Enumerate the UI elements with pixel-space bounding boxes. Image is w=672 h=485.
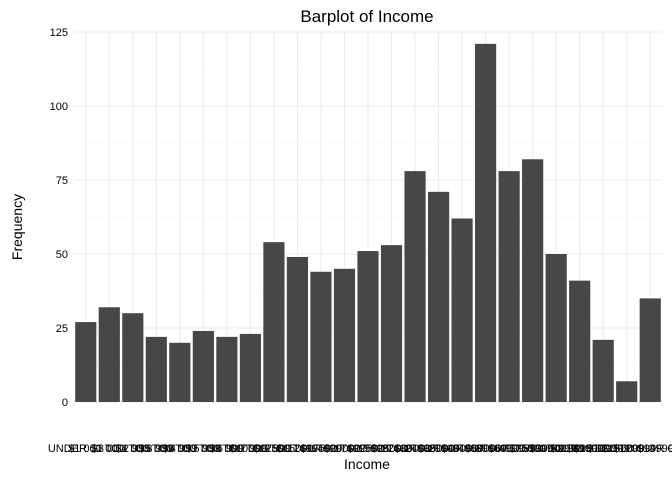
- x-tick-label: $12500 TO 14999: [253, 443, 341, 455]
- bar-3: [122, 313, 144, 402]
- y-tick-label: 25: [56, 323, 68, 335]
- bar-24: [616, 381, 638, 402]
- x-tick-label: $22500 TO 24999: [347, 443, 435, 455]
- bar-8: [239, 333, 261, 402]
- x-tick-label: $3 000 TO 3 999: [92, 443, 174, 455]
- bar-1: [75, 322, 97, 402]
- x-tick-label: $1 000 TO 2 999: [68, 443, 150, 455]
- y-tick-label: 125: [50, 27, 68, 39]
- bar-23: [592, 339, 614, 402]
- x-tick-label: $10000 TO 12499: [230, 443, 318, 455]
- x-tick-label: $60000 TO 74999: [488, 443, 576, 455]
- y-tick-label: 0: [62, 397, 68, 409]
- y-axis-title: Frequency: [9, 194, 25, 260]
- y-tick-label: 50: [56, 249, 68, 261]
- bar-19: [498, 171, 520, 402]
- x-tick-label: $90000 TO $109999: [529, 443, 630, 455]
- x-axis-title: Income: [344, 456, 390, 472]
- bar-21: [545, 254, 567, 402]
- bar-15: [404, 171, 426, 402]
- x-tick-label: $30000 TO 34999: [394, 443, 482, 455]
- bar-4: [145, 336, 167, 402]
- x-tick-label: $15000 TO 17499: [277, 443, 365, 455]
- x-tick-label: $25000 TO 29999: [371, 443, 459, 455]
- bar-2: [98, 307, 120, 402]
- x-tick-label: $50000 TO 59999: [465, 443, 553, 455]
- x-tick-label: $7 000 TO 7 999: [186, 443, 268, 455]
- bar-6: [192, 330, 214, 402]
- x-tick-label: $8 000 TO 9 999: [209, 443, 291, 455]
- bar-10: [286, 256, 309, 402]
- bar-7: [216, 336, 238, 402]
- x-tick-label: $75000 TO $89999: [509, 443, 603, 455]
- x-tick-label: $5 000 TO 5 999: [139, 443, 221, 455]
- x-tick-label: $35000 TO 39999: [418, 443, 506, 455]
- bar-16: [427, 191, 450, 402]
- bar-13: [357, 251, 379, 402]
- chart-title: Barplot of Income: [300, 7, 433, 26]
- bar-18: [475, 43, 497, 403]
- y-tick-label: 100: [50, 101, 68, 113]
- bar-17: [451, 218, 473, 402]
- bars-layer: [75, 43, 661, 403]
- x-axis-tick-labels: UNDER $1 000$1 000 TO 2 999$3 000 TO 3 9…: [48, 443, 672, 455]
- x-tick-label: $20000 TO 22499: [324, 443, 412, 455]
- bar-9: [263, 242, 285, 402]
- x-tick-label: $4 000 TO 4 999: [115, 443, 197, 455]
- x-tick-label: $130000 TO $149999: [573, 443, 672, 455]
- bar-20: [522, 159, 544, 402]
- bar-12: [333, 268, 356, 402]
- bar-22: [569, 280, 591, 402]
- bar-5: [169, 342, 191, 402]
- x-tick-label: $6 000 TO 6 999: [162, 443, 244, 455]
- x-tick-label: $17500 TO 19999: [300, 443, 388, 455]
- bar-25: [639, 298, 661, 402]
- bar-14: [380, 245, 403, 402]
- x-tick-label: $110000 TO $129999: [550, 443, 656, 455]
- y-tick-label: 75: [56, 175, 68, 187]
- y-axis-tick-labels: 0 25 50 75 100 125: [50, 27, 68, 409]
- bar-11: [310, 271, 332, 402]
- x-tick-label: $40000 TO 49999: [441, 443, 529, 455]
- x-tick-label: $150000 OR OVER: [602, 443, 672, 455]
- x-tick-label: UNDER $1 000: [48, 443, 124, 455]
